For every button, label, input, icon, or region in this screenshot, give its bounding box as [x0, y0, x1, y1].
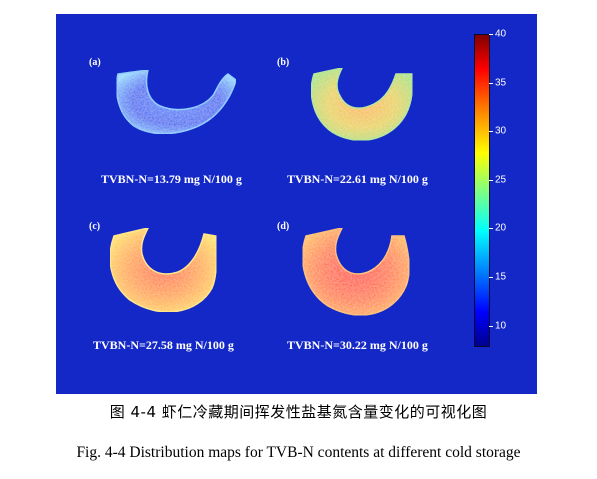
caption-chinese: 图 4-4 虾仁冷藏期间挥发性盐基氮含量变化的可视化图 [109, 403, 488, 421]
shrimp-map-b [310, 66, 413, 141]
panel-label-d: (d) [277, 221, 290, 232]
tvbn-value-a: TVBN-N=13.79 mg N/100 g [101, 172, 242, 186]
figure-panel: (a) (b) (c) (d) TVBN-N=13.79 mg N/100 g … [56, 14, 537, 394]
tvbn-value-b: TVBN-N=22.61 mg N/100 g [287, 172, 428, 186]
colorbar [474, 34, 490, 347]
panel-label-c: (c) [89, 221, 101, 232]
shrimp-maps [109, 66, 413, 316]
colorbar-tick-mark [489, 228, 493, 230]
colorbar-tick-label: 40 [495, 28, 507, 40]
colorbar-tick-mark [489, 34, 493, 35]
colorbar-tick-label: 10 [495, 320, 507, 332]
panel-label-b: (b) [277, 57, 290, 68]
colorbar-tick-mark [489, 131, 493, 133]
colorbar-tick-label: 35 [495, 77, 507, 89]
colorbar-tick-mark [489, 276, 493, 278]
colorbar-tick-label: 25 [495, 174, 507, 186]
colorbar-tick-label: 30 [495, 125, 507, 137]
colorbar-tick-label: 15 [495, 271, 507, 283]
panel-label-a: (a) [89, 57, 101, 68]
shrimp-map-a [115, 69, 237, 135]
colorbar-tick-label: 20 [495, 222, 507, 234]
caption-english: Fig. 4-4 Distribution maps for TVB-N con… [76, 444, 521, 461]
colorbar-tick-mark [489, 82, 493, 84]
tvbn-value-d: TVBN-N=30.22 mg N/100 g [287, 338, 428, 352]
colorbar-tick-mark [489, 179, 493, 181]
colorbar-tick-mark [489, 325, 493, 327]
tvbn-value-c: TVBN-N=27.58 mg N/100 g [93, 338, 234, 352]
shrimp-map-c [109, 226, 218, 313]
shrimp-map-d [301, 226, 410, 316]
